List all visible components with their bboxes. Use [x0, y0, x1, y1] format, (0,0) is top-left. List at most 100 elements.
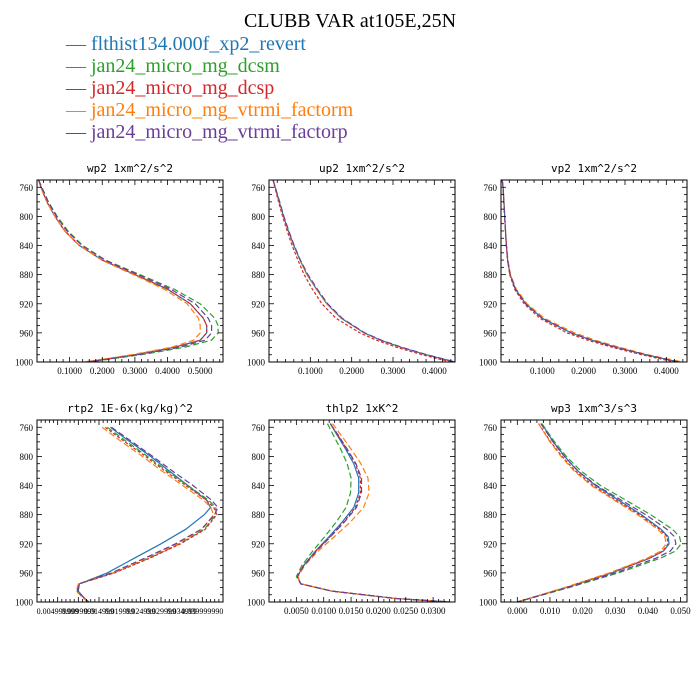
x-tick-label: 0.019999: [105, 607, 135, 616]
x-tick-label: 0.030: [605, 606, 626, 616]
figure-title: CLUBB VAR at105E,25N: [244, 10, 456, 32]
x-tick-label: 0.0250: [393, 606, 418, 616]
y-tick-label: 920: [20, 299, 34, 309]
y-tick-label: 840: [20, 241, 34, 251]
y-tick-label: 960: [20, 568, 34, 578]
plot-frame: [36, 419, 224, 603]
legend-marker: —: [65, 33, 91, 55]
series-line-5: [517, 423, 677, 602]
legend-label: jan24_micro_mg_dcsp: [90, 77, 274, 99]
legend-marker: —: [65, 121, 91, 143]
y-tick-label: 1000: [479, 598, 498, 608]
x-tick-label: 0.2000: [90, 366, 115, 376]
y-tick-label: 800: [252, 212, 266, 222]
x-tick-label: 0.3000: [381, 366, 406, 376]
y-tick-label: 960: [484, 328, 498, 338]
series-line-5: [501, 180, 679, 362]
legend-marker: —: [65, 55, 91, 77]
x-tick-label: 0.0150: [339, 606, 364, 616]
series-line-4: [38, 180, 201, 362]
series-line-5: [296, 423, 450, 602]
series-line-2: [38, 180, 219, 362]
panel-title: up2 1xm^2/s^2: [319, 162, 405, 175]
series-line-2: [517, 423, 682, 602]
plot-frame: [36, 179, 224, 363]
y-tick-label: 760: [20, 183, 34, 193]
legend-entry-5: — jan24_micro_mg_vtrmi_factorp: [65, 121, 348, 143]
series-line-1: [38, 180, 208, 362]
y-tick-label: 760: [484, 423, 498, 433]
y-tick-label: 920: [252, 539, 266, 549]
y-tick-label: 880: [484, 270, 498, 280]
plot-frame: [268, 179, 456, 363]
y-tick-label: 760: [484, 183, 498, 193]
x-tick-label: 0.4000: [422, 366, 447, 376]
panel-title: rtp2 1E-6x(kg/kg)^2: [67, 402, 193, 415]
series-line-4: [517, 423, 667, 602]
y-tick-label: 800: [252, 452, 266, 462]
y-tick-label: 840: [484, 241, 498, 251]
y-tick-label: 880: [20, 270, 34, 280]
x-tick-label: 0.000: [507, 606, 528, 616]
series-line-4: [501, 180, 684, 362]
y-tick-label: 960: [20, 328, 34, 338]
x-tick-label: 0.3000: [613, 366, 638, 376]
x-tick-label: 0.5000: [188, 366, 213, 376]
y-tick-label: 920: [252, 299, 266, 309]
legend-entry-4: — jan24_micro_mg_vtrmi_factorm: [65, 99, 354, 121]
x-tick-label: 0.029999: [146, 607, 176, 616]
x-tick-label: 0.1000: [530, 366, 555, 376]
y-tick-label: 800: [484, 452, 498, 462]
x-tick-label: 0.0300: [421, 606, 446, 616]
x-tick-label: 0.014999: [84, 607, 114, 616]
chart-panels: wp2 1xm^2/s^2 760 800 840 880 920 960 1000 0.100…: [15, 162, 691, 616]
y-tick-label: 760: [20, 423, 34, 433]
y-tick-label: 960: [484, 568, 498, 578]
series-line-1: [296, 423, 450, 602]
legend-marker: —: [65, 99, 91, 121]
chart-panel-6: wp3 1xm^3/s^3 760 800 840 880 920 960 1000 0.000…: [479, 402, 691, 616]
plot-frame: [500, 419, 688, 603]
x-tick-label: 0.0200: [366, 606, 391, 616]
plot-frame: [500, 179, 688, 363]
x-tick-label: 0.050: [670, 606, 691, 616]
y-tick-label: 920: [484, 539, 498, 549]
legend-label: flthist134.000f_xp2_revert: [91, 33, 306, 55]
legend-marker: —: [65, 77, 91, 99]
series-line-3: [296, 423, 450, 602]
x-tick-label: 0.004999999: [37, 607, 79, 616]
series-line-5: [272, 180, 455, 362]
y-tick-label: 920: [20, 539, 34, 549]
panel-title: wp2 1xm^2/s^2: [87, 162, 173, 175]
panel-title: vp2 1xm^2/s^2: [551, 162, 637, 175]
y-tick-label: 840: [252, 481, 266, 491]
y-tick-label: 880: [484, 510, 498, 520]
x-tick-label: 0.039999990: [181, 607, 223, 616]
chart-panel-2: up2 1xm^2/s^2 760 800 840 880 920 960 1000 0.100…: [247, 162, 456, 376]
y-tick-label: 760: [252, 183, 266, 193]
panel-title: wp3 1xm^3/s^3: [551, 402, 637, 415]
x-tick-label: 0.020: [572, 606, 593, 616]
x-tick-label: 0.034999: [167, 607, 197, 616]
y-tick-label: 880: [20, 510, 34, 520]
legend: — flthist134.000f_xp2_revert— jan24_micr…: [65, 33, 354, 143]
x-tick-label: 0.0100: [311, 606, 336, 616]
chart-panel-1: wp2 1xm^2/s^2 760 800 840 880 920 960 1000 0.100…: [15, 162, 224, 376]
x-tick-label: 0.0099999: [61, 607, 95, 616]
y-tick-label: 1000: [247, 358, 266, 368]
series-line-3: [517, 423, 669, 602]
series-line-3: [38, 180, 208, 362]
y-tick-label: 920: [484, 299, 498, 309]
series-line-5: [76, 426, 219, 602]
y-tick-label: 1000: [247, 598, 266, 608]
y-tick-label: 960: [252, 568, 266, 578]
chart-panel-3: vp2 1xm^2/s^2 760 800 840 880 920 960 1000 0.100…: [479, 162, 688, 376]
x-tick-label: 0.2000: [339, 366, 364, 376]
x-tick-label: 0.4000: [155, 366, 180, 376]
y-tick-label: 1000: [479, 358, 498, 368]
legend-entry-2: — jan24_micro_mg_dcsm: [65, 55, 280, 77]
y-tick-label: 1000: [15, 358, 34, 368]
series-line-2: [295, 423, 450, 602]
